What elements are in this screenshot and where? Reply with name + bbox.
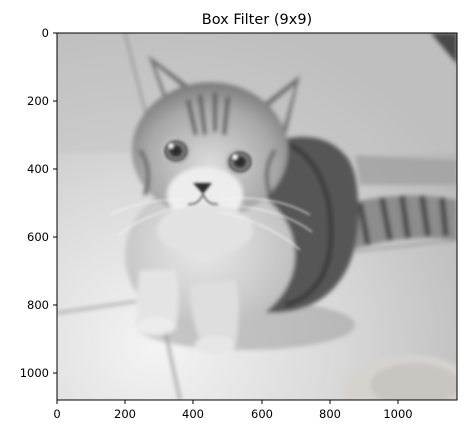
x-tick-label: 200 bbox=[114, 407, 136, 421]
y-tick-label: 600 bbox=[27, 230, 49, 244]
y-tick-label: 1000 bbox=[20, 366, 49, 380]
axes-frame bbox=[56, 32, 458, 401]
cat-image bbox=[57, 33, 457, 400]
x-tick-label: 0 bbox=[53, 407, 60, 421]
x-tick-label: 1000 bbox=[383, 407, 412, 421]
y-tick-label: 400 bbox=[27, 162, 49, 176]
figure-title: Box Filter (9x9) bbox=[202, 12, 312, 28]
x-tick-label: 400 bbox=[182, 407, 204, 421]
x-tick-label: 800 bbox=[319, 407, 341, 421]
y-axis: 0 200 400 600 800 1000 bbox=[20, 26, 57, 380]
y-tick-label: 0 bbox=[42, 26, 49, 40]
y-tick-label: 200 bbox=[27, 94, 49, 108]
y-tick-label: 800 bbox=[27, 298, 49, 312]
x-axis: 0 200 400 600 800 1000 bbox=[53, 400, 413, 421]
x-tick-label: 600 bbox=[251, 407, 273, 421]
